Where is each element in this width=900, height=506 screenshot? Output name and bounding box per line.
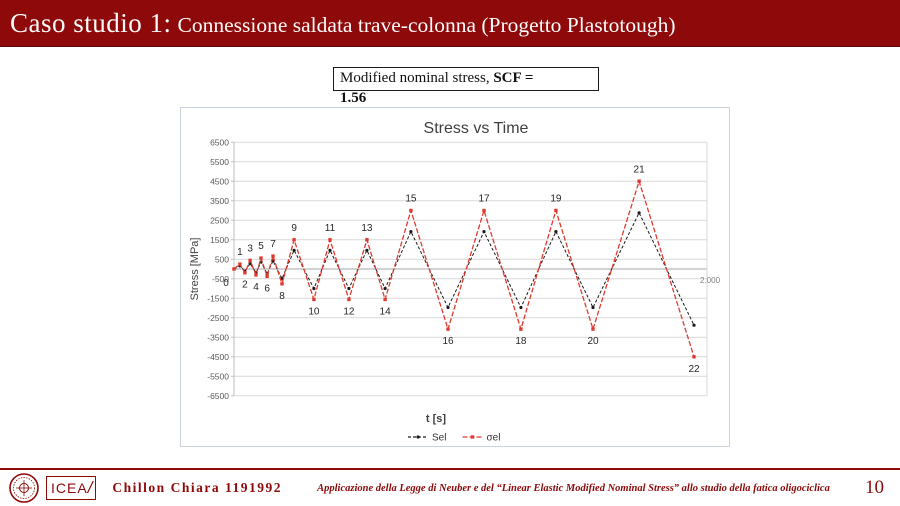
y-axis-title: Stress [MPa] xyxy=(189,238,201,301)
svg-text:σel: σel xyxy=(487,433,501,444)
svg-text:3500: 3500 xyxy=(210,196,229,206)
icea-logo-text: ICEA xyxy=(51,480,88,496)
chart-grid: 6500 5500 4500 3500 2500 1500 500 -500 -1500 -250… xyxy=(207,137,708,401)
svg-text:11: 11 xyxy=(325,223,336,234)
svg-text:4: 4 xyxy=(253,282,259,293)
svg-text:-500: -500 xyxy=(212,274,229,284)
svg-text:12: 12 xyxy=(343,306,355,317)
footer-divider xyxy=(0,468,900,470)
series-sigma-el xyxy=(232,179,696,359)
reference-text: Applicazione della Legge di Neuber e del… xyxy=(317,482,830,494)
scf-value: 1.56 xyxy=(340,90,367,106)
page-title: Caso studio 1: xyxy=(10,8,172,38)
svg-text:22: 22 xyxy=(688,364,700,375)
svg-text:6: 6 xyxy=(264,283,270,294)
x-axis-end-label: 2.000 xyxy=(700,276,721,285)
icea-logo: ICEA/ xyxy=(46,476,97,500)
chart-legend: Sel σel xyxy=(408,433,500,444)
svg-text:10: 10 xyxy=(308,306,320,317)
svg-text:15: 15 xyxy=(405,194,417,205)
svg-text:20: 20 xyxy=(587,336,599,347)
footer: ICEA/ Chillon Chiara 1191992 Applicazion… xyxy=(0,470,900,506)
university-seal-icon xyxy=(9,473,39,503)
svg-text:-2500: -2500 xyxy=(207,313,229,323)
svg-text:19: 19 xyxy=(550,194,562,205)
svg-text:5: 5 xyxy=(258,241,264,252)
svg-text:1500: 1500 xyxy=(210,235,229,245)
svg-text:4500: 4500 xyxy=(210,176,229,186)
svg-text:-6500: -6500 xyxy=(207,391,229,401)
svg-text:17: 17 xyxy=(478,194,490,205)
page-subtitle: Connessione saldata trave-colonna (Proge… xyxy=(177,13,676,37)
stress-chart-svg: Stress vs Time65005500450035002500150050… xyxy=(189,120,721,444)
svg-text:-3500: -3500 xyxy=(207,332,229,342)
svg-text:6500: 6500 xyxy=(210,137,229,147)
page-number: 10 xyxy=(865,477,884,498)
title-bar: Caso studio 1: Connessione saldata trave… xyxy=(0,0,900,47)
svg-text:16: 16 xyxy=(442,336,454,347)
svg-text:2500: 2500 xyxy=(210,215,229,225)
author-name: Chillon Chiara 1191992 xyxy=(112,480,282,495)
scf-callout: Modified nominal stress, SCF = 1.56 xyxy=(333,67,599,106)
svg-text:7: 7 xyxy=(270,239,276,250)
scf-callout-bold: SCF = xyxy=(493,70,534,86)
svg-text:-4500: -4500 xyxy=(207,352,229,362)
svg-text:9: 9 xyxy=(291,223,297,234)
svg-text:-1500: -1500 xyxy=(207,293,229,303)
icea-logo-slash: / xyxy=(87,478,94,497)
svg-text:21: 21 xyxy=(634,164,646,175)
svg-text:1: 1 xyxy=(237,247,243,258)
scf-callout-text: Modified nominal stress, xyxy=(340,70,494,86)
scf-callout-box: Modified nominal stress, SCF = xyxy=(333,67,599,91)
svg-text:500: 500 xyxy=(215,254,229,264)
svg-text:2: 2 xyxy=(242,280,248,291)
svg-text:8: 8 xyxy=(279,291,285,302)
x-axis-title: t [s] xyxy=(426,413,447,425)
svg-text:0: 0 xyxy=(223,278,229,289)
svg-text:13: 13 xyxy=(361,223,373,234)
svg-text:5500: 5500 xyxy=(210,157,229,167)
svg-text:3: 3 xyxy=(247,243,253,254)
svg-text:18: 18 xyxy=(515,336,527,347)
svg-text:Sel: Sel xyxy=(432,433,446,444)
svg-text:-5500: -5500 xyxy=(207,371,229,381)
chart-panel: Stress vs Time 6500 5500 4500 3500 2500 1500 50… xyxy=(180,107,730,447)
chart-title: Stress vs Time xyxy=(424,120,529,137)
svg-text:14: 14 xyxy=(380,306,392,317)
